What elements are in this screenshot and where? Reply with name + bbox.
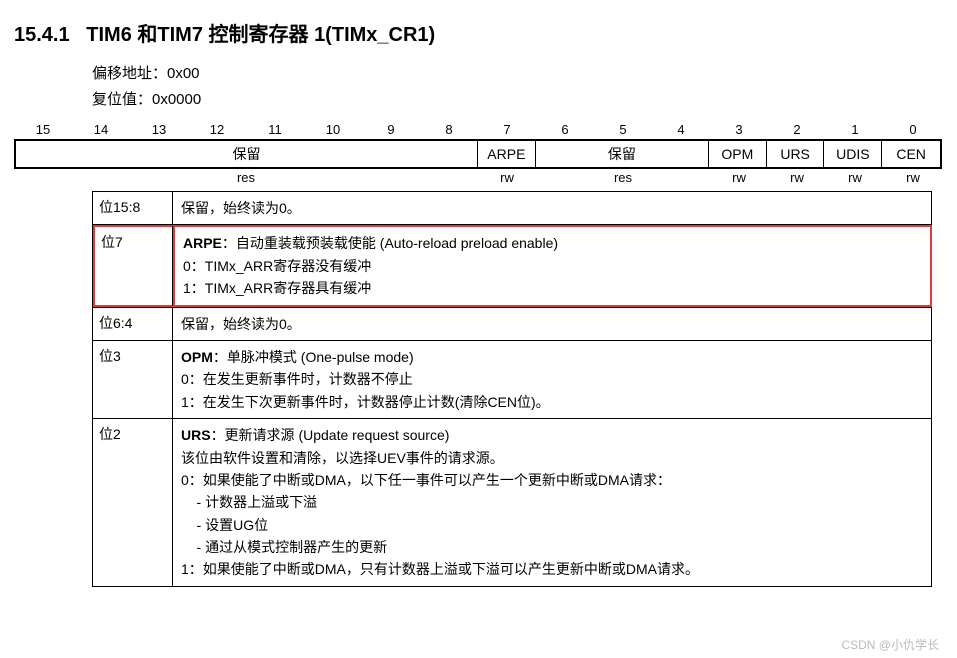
bit-number: 11 bbox=[246, 122, 304, 137]
bit-number: 2 bbox=[768, 122, 826, 137]
rw-label: rw bbox=[884, 170, 942, 185]
section-title-text: TIM6 和TIM7 控制寄存器 1(TIMx_CR1) bbox=[86, 24, 435, 46]
register-field: URS bbox=[767, 141, 825, 167]
desc-bits: 位15:8 bbox=[93, 192, 173, 224]
rw-label: res bbox=[536, 170, 710, 185]
desc-row: 位15:8保留，始终读为0。 bbox=[93, 192, 932, 225]
watermark: CSDN @小仇学长 bbox=[841, 636, 939, 653]
section-heading: 15.4.1 TIM6 和TIM7 控制寄存器 1(TIMx_CR1) bbox=[14, 18, 943, 47]
reset-value: 复位值：0x0000 bbox=[92, 87, 943, 113]
register-field-row: 保留ARPE保留OPMURSUDISCEN bbox=[14, 139, 942, 169]
bit-number: 15 bbox=[14, 122, 72, 137]
desc-bits: 位7 bbox=[93, 225, 173, 306]
bit-number: 10 bbox=[304, 122, 362, 137]
bit-number: 13 bbox=[130, 122, 188, 137]
bit-number: 3 bbox=[710, 122, 768, 137]
rw-label: rw bbox=[826, 170, 884, 185]
desc-text: OPM：单脉冲模式 (One-pulse mode)0：在发生更新事件时，计数器… bbox=[173, 341, 932, 418]
desc-bits: 位2 bbox=[93, 419, 173, 586]
bit-number: 6 bbox=[536, 122, 594, 137]
register-field: 保留 bbox=[536, 141, 709, 167]
desc-text: 保留，始终读为0。 bbox=[173, 308, 932, 340]
register-field: UDIS bbox=[824, 141, 882, 167]
offset-address: 偏移地址：0x00 bbox=[92, 61, 943, 87]
rw-label: rw bbox=[768, 170, 826, 185]
register-field: CEN bbox=[882, 141, 940, 167]
bit-number: 1 bbox=[826, 122, 884, 137]
bit-number: 7 bbox=[478, 122, 536, 137]
bit-number: 12 bbox=[188, 122, 246, 137]
register-meta: 偏移地址：0x00 复位值：0x0000 bbox=[92, 61, 943, 112]
desc-text: URS：更新请求源 (Update request source)该位由软件设置… bbox=[173, 419, 932, 586]
rw-label: rw bbox=[710, 170, 768, 185]
rw-row: resrwresrwrwrwrw bbox=[14, 170, 942, 185]
bit-number: 4 bbox=[652, 122, 710, 137]
desc-row: 位2URS：更新请求源 (Update request source)该位由软件… bbox=[93, 419, 932, 587]
description-table: 位15:8保留，始终读为0。位7ARPE：自动重装载预装载使能 (Auto-re… bbox=[92, 191, 932, 587]
bit-number: 9 bbox=[362, 122, 420, 137]
bit-number: 8 bbox=[420, 122, 478, 137]
bit-number: 14 bbox=[72, 122, 130, 137]
desc-bits: 位3 bbox=[93, 341, 173, 418]
section-number: 15.4.1 bbox=[14, 24, 70, 46]
desc-row: 位7ARPE：自动重装载预装载使能 (Auto-reload preload e… bbox=[93, 225, 932, 307]
rw-label: res bbox=[14, 170, 478, 185]
bit-number: 5 bbox=[594, 122, 652, 137]
register-field: 保留 bbox=[16, 141, 478, 167]
bit-number-row: 1514131211109876543210 bbox=[14, 122, 942, 137]
desc-text: 保留，始终读为0。 bbox=[173, 192, 932, 224]
register-field: OPM bbox=[709, 141, 767, 167]
desc-bits: 位6:4 bbox=[93, 308, 173, 340]
bit-number: 0 bbox=[884, 122, 942, 137]
desc-row: 位6:4保留，始终读为0。 bbox=[93, 308, 932, 341]
desc-text: ARPE：自动重装载预装载使能 (Auto-reload preload ena… bbox=[173, 225, 932, 306]
rw-label: rw bbox=[478, 170, 536, 185]
register-field: ARPE bbox=[478, 141, 536, 167]
desc-row: 位3OPM：单脉冲模式 (One-pulse mode)0：在发生更新事件时，计… bbox=[93, 341, 932, 419]
